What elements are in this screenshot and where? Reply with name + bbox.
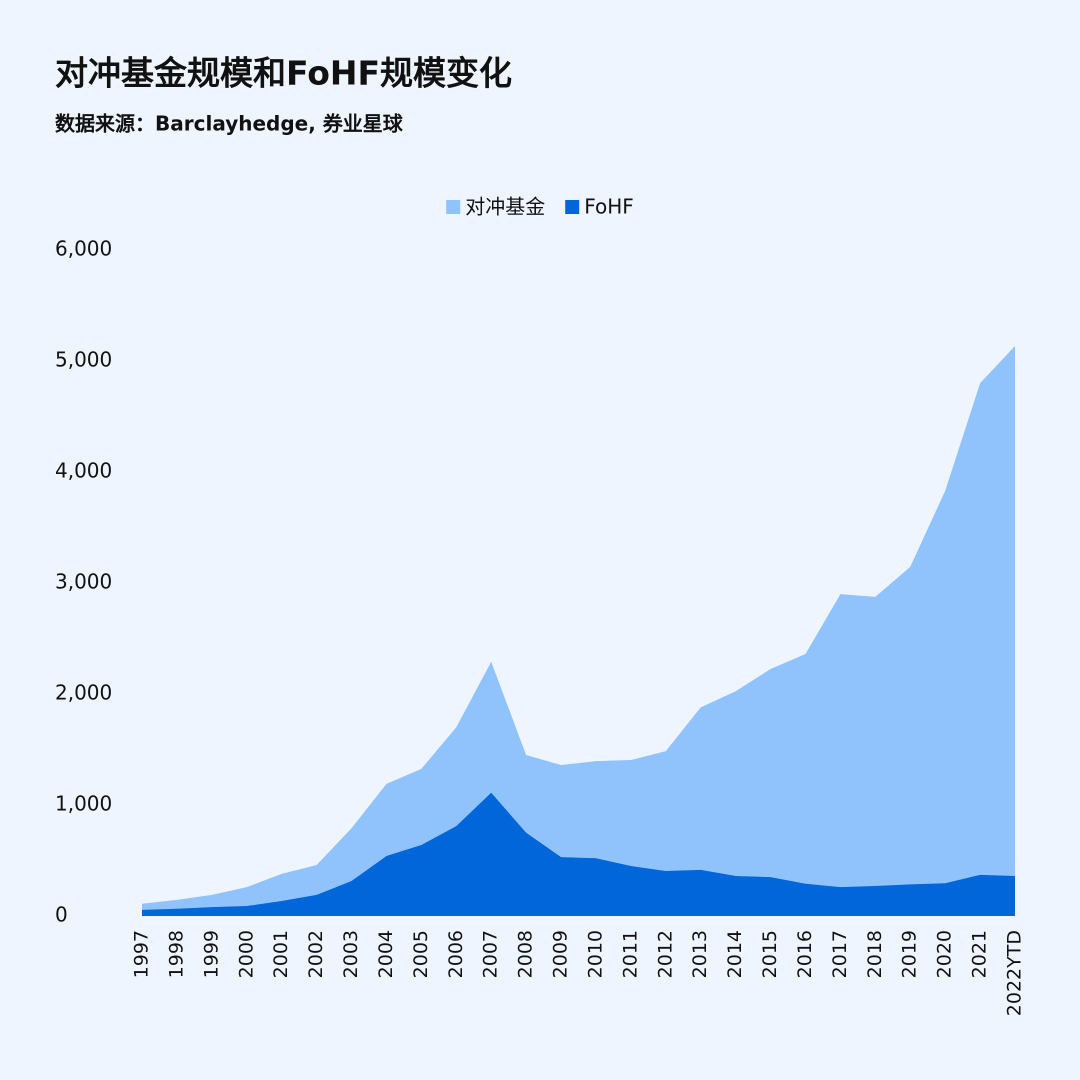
chart-subtitle: 数据来源：Barclayhedge, 券业星球 xyxy=(55,112,404,136)
area xyxy=(142,792,1015,916)
x-tick-label: 2022YTD xyxy=(1004,930,1026,1016)
y-tick-label: 1,000 xyxy=(55,792,112,816)
legend-swatch xyxy=(446,200,461,214)
x-tick-label: 2002 xyxy=(305,930,327,978)
x-tick-label: 2009 xyxy=(550,930,572,978)
x-tick-label: 2004 xyxy=(375,930,397,978)
x-tick-label: 2015 xyxy=(759,930,781,978)
x-tick-label: 2007 xyxy=(480,930,502,978)
legend-swatch xyxy=(565,200,580,214)
y-tick-label: 6,000 xyxy=(55,237,112,261)
x-tick-label: 2016 xyxy=(794,930,816,978)
y-tick-label: 5,000 xyxy=(55,348,112,372)
x-tick-label: 2014 xyxy=(724,930,746,978)
x-tick-label: 2001 xyxy=(270,930,292,978)
x-tick-label: 2020 xyxy=(934,930,956,978)
x-tick-label: 1999 xyxy=(200,930,222,978)
x-tick-label: 2000 xyxy=(235,930,257,978)
x-tick-label: 2011 xyxy=(619,930,641,978)
legend: 对冲基金 FoHF xyxy=(446,195,634,219)
y-tick-label: 0 xyxy=(55,903,68,927)
chart-title: 对冲基金规模和FoHF规模变化 xyxy=(55,54,512,93)
x-tick-label: 2017 xyxy=(829,930,851,978)
x-tick-label: 2019 xyxy=(899,930,921,978)
x-tick-label: 2018 xyxy=(864,930,886,978)
x-tick-label: 2008 xyxy=(515,930,537,978)
x-tick-label: 1997 xyxy=(131,930,153,978)
y-tick-label: 4,000 xyxy=(55,459,112,483)
y-tick-label: 3,000 xyxy=(55,570,112,594)
area xyxy=(142,346,1015,916)
x-tick-label: 2003 xyxy=(340,930,362,978)
x-tick-label: 2013 xyxy=(689,930,711,978)
legend-label: FoHF xyxy=(584,195,634,219)
x-tick-label: 2006 xyxy=(445,930,467,978)
x-tick-label: 2012 xyxy=(654,930,676,978)
x-tick-label: 2010 xyxy=(584,930,606,978)
legend-label: 对冲基金 xyxy=(465,195,545,219)
x-tick-label: 2021 xyxy=(969,930,991,978)
x-tick-label: 1998 xyxy=(165,930,187,978)
x-tick-label: 2005 xyxy=(410,930,432,978)
y-tick-label: 2,000 xyxy=(55,681,112,705)
